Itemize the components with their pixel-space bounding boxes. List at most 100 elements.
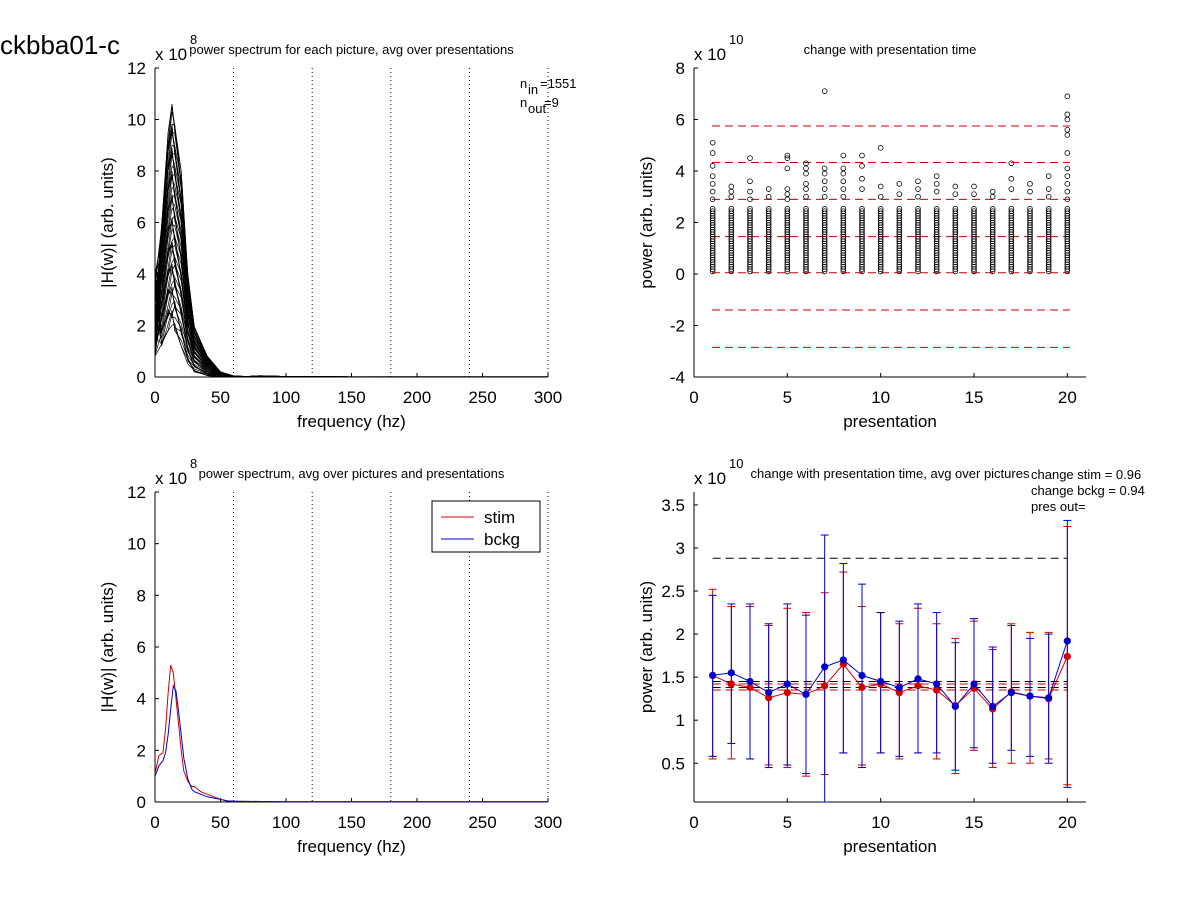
summary-annotation: change stim = 0.96 bbox=[1031, 467, 1141, 482]
x-axis-label: frequency (hz) bbox=[297, 412, 406, 431]
data-point bbox=[933, 206, 940, 212]
data-point bbox=[1045, 173, 1052, 179]
spectrum-line bbox=[154, 214, 548, 378]
data-point bbox=[989, 193, 996, 200]
spectrum-line bbox=[154, 286, 548, 378]
marker-bckg bbox=[858, 671, 866, 680]
x-tick-label: 15 bbox=[965, 813, 984, 832]
exponent-base: x 10 bbox=[694, 469, 726, 488]
marker-bckg bbox=[765, 689, 773, 697]
data-point bbox=[728, 208, 735, 214]
x-tick-label: 20 bbox=[1058, 388, 1077, 407]
data-point bbox=[709, 188, 716, 195]
n-out-label: n bbox=[520, 95, 527, 110]
summary-annotation: change bckg = 0.94 bbox=[1031, 483, 1145, 498]
data-point bbox=[1027, 208, 1033, 214]
data-point bbox=[1064, 196, 1071, 203]
n-in-label: n bbox=[520, 76, 527, 91]
n-out-value: =9 bbox=[544, 95, 559, 110]
data-point bbox=[1008, 208, 1015, 214]
data-point bbox=[1064, 208, 1071, 214]
exponent-power: 10 bbox=[729, 32, 743, 47]
spectrum-line bbox=[154, 217, 548, 378]
marker-stim bbox=[765, 694, 773, 702]
spectrum-line bbox=[154, 111, 548, 378]
data-point bbox=[877, 183, 884, 190]
data-point bbox=[915, 193, 921, 200]
marker-stim bbox=[746, 683, 754, 692]
y-tick-label: 2 bbox=[676, 214, 685, 233]
data-point bbox=[915, 186, 921, 192]
x-axis-label: presentation bbox=[843, 837, 937, 856]
data-point bbox=[952, 208, 959, 214]
data-point bbox=[989, 206, 996, 212]
data-point bbox=[728, 206, 735, 212]
spectrum-line bbox=[154, 235, 548, 378]
y-tick-label: 0 bbox=[137, 793, 146, 812]
x-tick-label: 300 bbox=[534, 388, 562, 407]
spectrum-line bbox=[154, 278, 548, 378]
marker-bckg bbox=[727, 669, 735, 677]
data-point bbox=[1064, 111, 1071, 118]
x-tick-label: 200 bbox=[403, 813, 431, 832]
n-in-subscript: in bbox=[528, 82, 538, 97]
x-tick-label: 250 bbox=[468, 813, 496, 832]
spectrum-line bbox=[154, 241, 548, 378]
y-tick-label: 6 bbox=[676, 111, 685, 130]
data-point bbox=[915, 208, 921, 214]
data-point bbox=[765, 208, 772, 214]
y-tick-label: 2 bbox=[137, 317, 146, 336]
x-tick-label: 300 bbox=[534, 813, 562, 832]
data-point bbox=[989, 188, 996, 195]
data-point bbox=[728, 183, 735, 190]
data-point bbox=[803, 206, 809, 212]
data-point bbox=[821, 165, 828, 172]
data-point bbox=[803, 165, 809, 172]
data-point bbox=[1064, 116, 1071, 123]
exponent-power: 10 bbox=[729, 456, 743, 471]
x-tick-label: 20 bbox=[1058, 813, 1077, 832]
marker-bckg bbox=[1045, 694, 1053, 702]
data-point bbox=[859, 152, 865, 159]
data-point bbox=[1045, 208, 1052, 214]
data-point bbox=[821, 178, 828, 185]
data-point bbox=[709, 163, 716, 169]
x-axis-label: frequency (hz) bbox=[297, 837, 406, 856]
data-point bbox=[803, 160, 809, 167]
marker-bckg bbox=[877, 677, 885, 686]
spectrum-line bbox=[154, 256, 548, 378]
series-line-stim bbox=[712, 656, 1068, 710]
data-point bbox=[971, 206, 977, 212]
y-tick-label: 10 bbox=[127, 535, 146, 554]
data-point bbox=[709, 150, 716, 156]
y-tick-label: 3 bbox=[676, 539, 685, 558]
y-tick-label: 0 bbox=[137, 368, 146, 387]
spectrum-line bbox=[154, 249, 548, 378]
spectrum-line bbox=[154, 271, 549, 378]
spectrum-line bbox=[154, 282, 548, 378]
y-tick-label: 12 bbox=[127, 483, 146, 502]
y-tick-label: 1 bbox=[676, 711, 685, 730]
data-point bbox=[821, 208, 828, 214]
spectrum-line bbox=[154, 198, 549, 378]
spectrum-line bbox=[154, 125, 548, 378]
legend-label-stim: stim bbox=[484, 508, 515, 527]
data-point bbox=[840, 206, 847, 212]
data-point bbox=[840, 152, 847, 159]
spectrum-line bbox=[154, 131, 548, 378]
marker-bckg bbox=[914, 675, 922, 683]
data-point bbox=[784, 208, 791, 214]
data-point bbox=[840, 178, 847, 185]
data-point bbox=[859, 208, 865, 214]
exponent-power: 8 bbox=[190, 32, 197, 47]
data-point bbox=[896, 208, 903, 214]
y-axis-label: power (arb. units) bbox=[637, 581, 656, 713]
p1-panel: 0 50 100 150 200 250 300 0 2 4 6 8 10 12 frequency (hz… bbox=[98, 32, 577, 431]
spectrum-line bbox=[154, 286, 548, 378]
y-tick-label: 2 bbox=[137, 741, 146, 760]
data-point bbox=[747, 208, 753, 214]
y-tick-label: 1.5 bbox=[661, 668, 685, 687]
y-tick-label: 2 bbox=[676, 625, 685, 644]
data-point bbox=[859, 175, 865, 182]
